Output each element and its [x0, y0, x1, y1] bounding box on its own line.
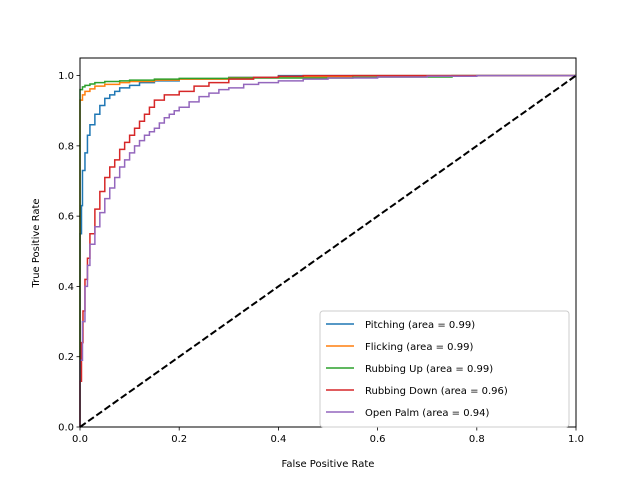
x-tick-label-1: 0.2 [171, 434, 187, 445]
y-tick-label-1: 0.2 [58, 352, 74, 363]
y-tick-label-3: 0.6 [58, 212, 74, 223]
series-line-3 [79, 74, 576, 427]
y-tick-label-0: 0.0 [58, 423, 74, 434]
x-tick-label-3: 0.6 [370, 434, 386, 445]
x-tick-label-5: 1.0 [568, 434, 584, 445]
legend-box [319, 310, 570, 428]
y-tick-label-5: 1.0 [58, 71, 74, 82]
chance-diagonal-line [79, 74, 577, 428]
legend-label-1: Flicking (area = 0.99) [365, 342, 473, 353]
x-axis-ticks: 0.0 0.2 0.4 0.6 0.8 1.0 [72, 427, 584, 445]
x-tick-label-4: 0.8 [469, 434, 485, 445]
legend: Pitching (area = 0.99) Flicking (area = 0… [319, 310, 570, 428]
x-tick-label-0: 0.0 [72, 434, 88, 445]
x-tick-label-2: 0.4 [270, 434, 286, 445]
y-tick-label-2: 0.4 [58, 282, 74, 293]
legend-label-3: Rubbing Down (area = 0.96) [365, 386, 508, 397]
series-line-4 [79, 74, 576, 427]
series-layer [79, 74, 577, 428]
legend-label-4: Open Palm (area = 0.94) [365, 408, 489, 419]
y-axis-ticks: 0.0 0.2 0.4 0.6 0.8 1.0 [58, 71, 80, 434]
y-tick-label-4: 0.8 [58, 141, 74, 152]
x-axis-label: False Positive Rate [282, 459, 375, 470]
legend-label-0: Pitching (area = 0.99) [365, 320, 475, 331]
legend-label-2: Rubbing Up (area = 0.99) [365, 364, 493, 375]
y-axis-label: True Positive Rate [31, 198, 42, 288]
